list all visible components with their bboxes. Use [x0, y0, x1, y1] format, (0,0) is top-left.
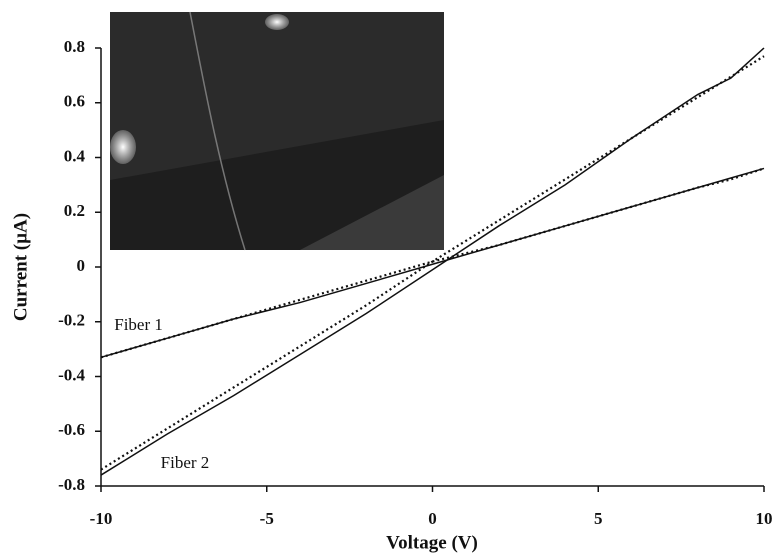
- y-axis-label: Current (µA): [10, 213, 31, 321]
- inset-image: [110, 11, 444, 251]
- series-line: [100, 47, 765, 476]
- y-tick-label: 0: [77, 256, 86, 275]
- series-annotation: Fiber 1: [114, 315, 163, 334]
- y-tick-label: 0.4: [64, 146, 86, 165]
- series-line: [100, 55, 765, 471]
- y-tick-label: 0.2: [64, 201, 85, 220]
- x-tick-label: -10: [90, 509, 113, 528]
- y-tick-label: -0.8: [58, 475, 85, 494]
- y-tick-label: 0.8: [64, 37, 85, 56]
- y-tick-label: 0.6: [64, 92, 85, 111]
- x-tick-label: 5: [594, 509, 603, 528]
- y-tick-label: -0.6: [58, 420, 85, 439]
- x-tick-label: 10: [756, 509, 773, 528]
- x-tick-label: -5: [260, 509, 274, 528]
- y-tick-label: -0.2: [58, 311, 85, 330]
- y-tick-label: -0.4: [58, 365, 85, 384]
- series-line: [100, 167, 765, 359]
- x-axis-label: Voltage (V): [386, 532, 478, 553]
- x-tick-label: 0: [428, 509, 437, 528]
- series-annotation: Fiber 2: [161, 453, 210, 472]
